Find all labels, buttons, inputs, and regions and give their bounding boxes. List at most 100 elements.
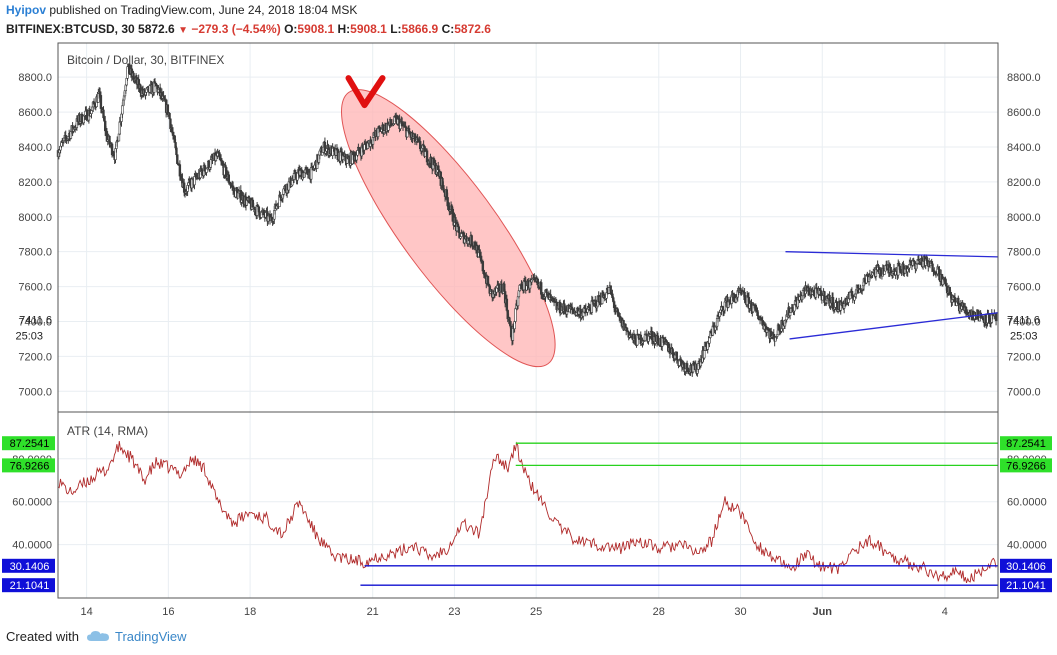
candle-body (505, 298, 509, 311)
highlight-ellipse (341, 89, 556, 368)
candle-body (481, 261, 485, 272)
symbol-info: BITFINEX:BTCUSD, 30 5872.6 ▼ −279.3 (−4.… (6, 22, 491, 36)
price-tick-label-left: 7400.0 (18, 316, 52, 328)
candle-body (703, 350, 706, 359)
atr-level-label-right: 21.1041 (1006, 580, 1046, 592)
trading-chart[interactable]: Bitcoin / Dollar, 30, BITFINEX ATR (14, R… (0, 0, 1057, 625)
atr-level-label-left: 76.9266 (10, 460, 50, 472)
candle-body (99, 95, 103, 109)
candle-body (675, 351, 679, 360)
price-tick-label-left: 8000.0 (18, 212, 52, 224)
chart-frame (57, 42, 999, 599)
price-tick-label-left: 8800.0 (18, 72, 52, 84)
candle-body (454, 217, 457, 224)
price-tick-label-right: 7800.0 (1007, 247, 1041, 259)
price-tick-label-left: 8400.0 (18, 142, 52, 154)
atr-level-label-left: 21.1041 (10, 580, 50, 592)
price-tick-label-right: 8000.0 (1007, 212, 1041, 224)
candle-body (90, 110, 93, 114)
x-tick-label: 25 (530, 606, 542, 618)
candle-body (117, 133, 121, 142)
price-tick-label-right: 7400.0 (1007, 316, 1041, 328)
x-tick-label: 23 (448, 606, 460, 618)
price-tick-label-right: 7600.0 (1007, 282, 1041, 294)
atr-level-badge-left (2, 558, 55, 573)
author-name[interactable]: Hyipov (6, 3, 47, 17)
lower-trendline (789, 312, 999, 340)
price-tick-label-right: 7000.0 (1007, 386, 1041, 398)
price-tick-label-right: 7200.0 (1007, 351, 1041, 363)
footer: Created with TradingView (6, 629, 187, 644)
atr-tick-label-right: 40.0000 (1007, 540, 1047, 552)
price-tick-label-left: 8200.0 (18, 177, 52, 189)
candle-body (321, 152, 324, 156)
x-tick-label: 30 (734, 606, 746, 618)
atr-line (57, 440, 997, 584)
close-label: C: (441, 22, 455, 36)
open-label: O: (284, 22, 298, 36)
current-price-label-left: 7411.6 (19, 314, 52, 326)
candle-body (257, 206, 261, 213)
candle-body (570, 306, 574, 310)
atr-tick-label-left: 40.0000 (12, 540, 52, 552)
published-text: published on TradingView.com, June 24, 2… (49, 3, 358, 17)
price-tick-label-right: 8800.0 (1007, 72, 1041, 84)
close-value: 5872.6 (454, 22, 491, 36)
price-pane-title: Bitcoin / Dollar, 30, BITFINEX (67, 53, 224, 67)
candle-body (686, 367, 690, 373)
high-value: 5908.1 (350, 22, 387, 36)
price-tick-label-right: 8400.0 (1007, 142, 1041, 154)
candle-body (363, 144, 366, 151)
candle-body (552, 298, 556, 302)
low-value: 5866.9 (401, 22, 439, 36)
candle-body (540, 282, 543, 295)
candle-body (175, 147, 178, 156)
x-tick-label: 18 (244, 606, 256, 618)
current-price-label-right: 7411.6 (1007, 314, 1040, 326)
price-tick-label-left: 7600.0 (18, 282, 52, 294)
price-tick-label-left: 7800.0 (18, 247, 52, 259)
x-tick-label: 16 (162, 606, 174, 618)
atr-level-label-right: 76.9266 (1006, 460, 1046, 472)
x-tick-label: 4 (942, 606, 948, 618)
price-change: −279.3 (−4.54%) (191, 22, 281, 36)
red-arrow-icon (345, 75, 386, 109)
upper-trendline (785, 251, 999, 258)
candle-body (205, 168, 208, 173)
candle-body (964, 307, 968, 313)
x-tick-label: 28 (653, 606, 665, 618)
atr-level-badge-right (1000, 558, 1052, 573)
candle-body (514, 308, 517, 322)
tradingview-link[interactable]: TradingView (114, 629, 187, 644)
atr-level-badge-left (2, 578, 55, 593)
price-tick-label-right: 8200.0 (1007, 177, 1041, 189)
atr-level-badge-right (1000, 436, 1052, 451)
atr-level-label-left: 87.2541 (10, 438, 50, 450)
publish-info: Hyipov published on TradingView.com, Jun… (6, 3, 357, 17)
tradingview-cloud-icon (86, 631, 109, 641)
atr-level-label-left: 30.1406 (10, 561, 50, 573)
atr-level-badge-right (1000, 578, 1052, 593)
last-price: 5872.6 (138, 22, 175, 36)
atr-level-label-right: 30.1406 (1006, 561, 1046, 573)
candle-body (121, 105, 124, 115)
x-tick-label: 21 (367, 606, 379, 618)
price-tick-label-left: 7000.0 (18, 386, 52, 398)
low-label: L: (390, 22, 402, 36)
price-tick-label-left: 7200.0 (18, 351, 52, 363)
atr-pane-title: ATR (14, RMA) (67, 424, 148, 438)
candle-body (457, 226, 461, 233)
created-with-text: Created with (6, 629, 79, 644)
candle-body (883, 270, 886, 275)
atr-tick-label-left: 60.0000 (12, 497, 52, 509)
symbol-text: BITFINEX:BTCUSD, 30 (6, 22, 135, 36)
high-label: H: (337, 22, 351, 36)
atr-level-badge-right (1000, 458, 1052, 473)
atr-level-badge-left (2, 436, 55, 451)
x-tick-label: 14 (80, 606, 92, 618)
countdown-label-left: 25:03 (15, 330, 43, 342)
countdown-label-right: 25:03 (1010, 330, 1038, 342)
candle-body (168, 113, 171, 120)
atr-level-label-right: 87.2541 (1006, 438, 1046, 450)
candle-body (209, 159, 212, 168)
